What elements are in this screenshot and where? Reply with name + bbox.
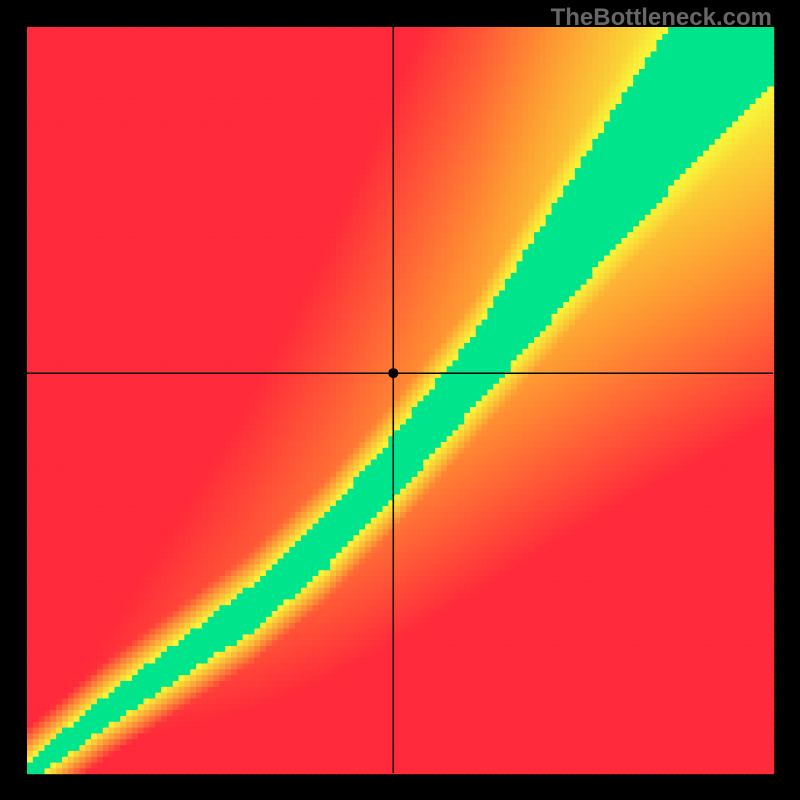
chart-container: { "watermark": { "text": "TheBottleneck.… [0, 0, 800, 800]
crosshair-overlay [0, 0, 800, 800]
